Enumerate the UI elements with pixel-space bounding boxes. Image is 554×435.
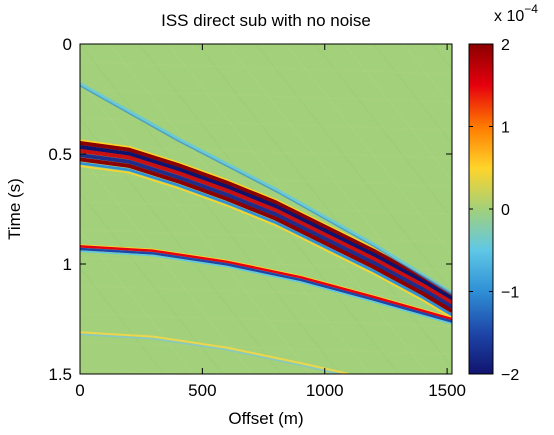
texture-line — [80, 145, 452, 159]
texture-line — [80, 80, 312, 374]
event-primary-trace — [80, 141, 452, 297]
texture-line — [80, 313, 452, 327]
texture-line — [80, 155, 253, 374]
event-primary-trace — [80, 145, 452, 301]
texture-line — [80, 89, 452, 103]
y-tick-label: 0 — [63, 35, 72, 54]
event-second-trace — [80, 245, 452, 321]
plot-area: 0 500 1000 1500 0 0.5 1 1.5 — [48, 35, 466, 400]
colorbar-tick-label: −2 — [501, 367, 519, 384]
colorbar-tick-label: 1 — [501, 120, 510, 137]
event-second — [80, 244, 452, 325]
colorbar-multiplier: x 10−4 — [494, 2, 538, 25]
texture-line — [80, 285, 452, 299]
texture-line — [80, 229, 194, 374]
chart-title: ISS direct sub with no noise — [161, 11, 371, 30]
event-third — [80, 331, 350, 374]
event-primary-trace — [80, 148, 452, 305]
event-third-trace — [80, 331, 350, 374]
texture-line — [197, 44, 452, 368]
event-primary-trace — [80, 165, 452, 319]
texture-line — [255, 44, 452, 294]
texture-line — [167, 44, 429, 374]
x-tick-label: 1500 — [428, 381, 466, 400]
y-tick-label: 1.5 — [48, 365, 72, 384]
event-direct-residual-trace — [80, 82, 452, 294]
x-axis-ticks: 0 500 1000 1500 — [75, 44, 466, 400]
y-axis-title: Time (s) — [5, 178, 24, 240]
event-primary-trace — [80, 157, 452, 313]
texture-line — [80, 266, 165, 374]
colorbar-tick-label: −1 — [501, 285, 519, 302]
texture-line — [314, 44, 452, 219]
colorbar-tick-label: 0 — [501, 202, 510, 219]
event-primary-trace — [80, 161, 452, 317]
event-primary — [80, 139, 452, 319]
texture-line — [80, 341, 452, 355]
event-direct-residual-trace — [80, 85, 452, 296]
y-tick-label: 0.5 — [48, 145, 72, 164]
texture-line — [80, 192, 223, 374]
x-tick-label: 1000 — [306, 381, 344, 400]
colorbar-ticks: 2 1 0 −1 −2 — [469, 37, 519, 384]
texture-line — [80, 369, 228, 374]
texture-line — [343, 44, 452, 182]
texture-line — [285, 44, 452, 257]
texture-line — [80, 229, 452, 243]
event-direct-residual — [80, 82, 452, 296]
y-tick-label: 1 — [63, 255, 72, 274]
event-second-trace — [80, 247, 452, 323]
event-third-trace — [80, 333, 343, 374]
event-second-trace — [80, 250, 452, 325]
plot-frame — [79, 43, 453, 375]
texture-line — [80, 173, 452, 187]
texture-line — [80, 61, 452, 75]
event-layer — [80, 82, 452, 374]
colorbar-multiplier-base: x 10 — [494, 8, 524, 25]
colorbar: 2 1 0 −1 −2 x 10−4 — [468, 2, 538, 384]
x-tick-label: 500 — [188, 381, 216, 400]
texture-line — [80, 44, 341, 374]
y-axis-ticks: 0 0.5 1 1.5 — [48, 35, 452, 384]
event-second-trace — [80, 244, 452, 319]
x-axis-title: Offset (m) — [228, 409, 303, 428]
x-tick-label: 0 — [75, 381, 84, 400]
colorbar-tick-label: 2 — [501, 37, 510, 54]
texture-line — [80, 117, 282, 374]
colorbar-multiplier-exponent: −4 — [524, 2, 538, 16]
texture-line — [402, 44, 452, 107]
texture-line — [373, 44, 452, 145]
event-primary-trace — [80, 153, 452, 309]
